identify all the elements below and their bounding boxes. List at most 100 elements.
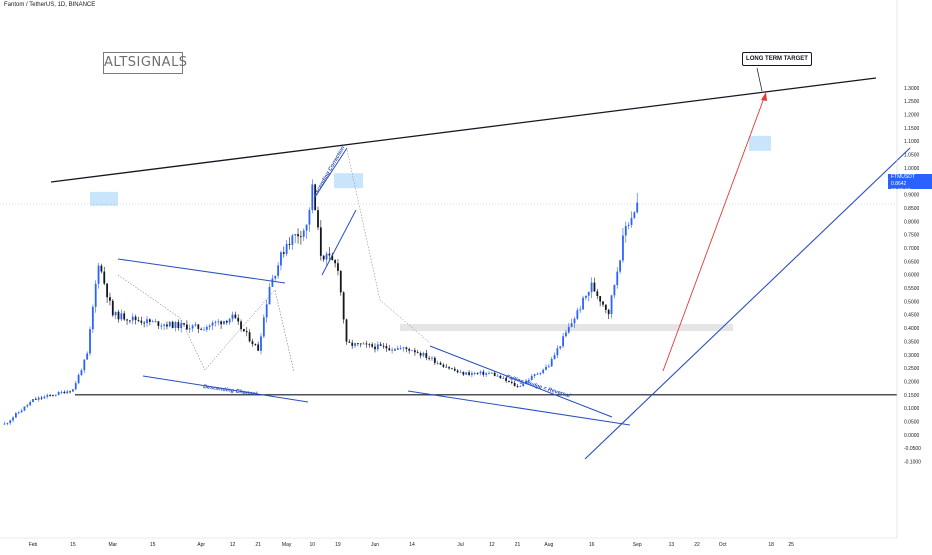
candle-body xyxy=(17,412,20,414)
candle-body xyxy=(502,378,505,379)
candle-body xyxy=(357,343,359,344)
candle-body xyxy=(519,385,522,387)
candle-body xyxy=(91,306,94,330)
candle-body xyxy=(26,405,29,407)
candle-body xyxy=(530,375,533,380)
candle-body xyxy=(203,329,205,331)
falling-wedge-label: Falling Wedge = Reversal xyxy=(505,374,571,399)
candle-body xyxy=(72,389,74,392)
price-tick-label: 1.0500 xyxy=(904,153,920,159)
candle-body xyxy=(260,336,262,351)
candle-body xyxy=(111,300,114,316)
candle-body xyxy=(174,322,177,328)
candle-body xyxy=(12,417,14,421)
price-tick-label: 0.4000 xyxy=(904,326,920,332)
candle-body xyxy=(123,313,126,320)
candle-body xyxy=(319,227,322,256)
candle-body xyxy=(228,319,231,323)
candle-body xyxy=(200,328,203,330)
candle-body xyxy=(15,413,17,418)
candle-body xyxy=(456,370,459,373)
candle-body xyxy=(553,355,556,360)
candle-body xyxy=(428,357,431,359)
candle-body xyxy=(74,383,77,390)
time-tick-label: Jul xyxy=(457,542,463,548)
highlight-box-may-high xyxy=(334,173,363,189)
candle-body xyxy=(37,397,40,400)
candle-body xyxy=(471,373,473,375)
candle-body xyxy=(567,326,570,333)
candle-body xyxy=(493,372,496,376)
candle-body xyxy=(166,324,168,327)
candle-body xyxy=(106,283,108,298)
candle-body xyxy=(188,328,191,330)
candle-body xyxy=(516,385,519,387)
candle-body xyxy=(473,373,476,374)
price-tick-label: 0.0500 xyxy=(904,420,920,426)
time-tick-label: 12 xyxy=(489,542,495,548)
time-tick-label: 10 xyxy=(310,542,316,548)
candle-body xyxy=(596,291,599,297)
price-tick-label: 0.4500 xyxy=(904,313,920,319)
candle-body xyxy=(77,374,80,384)
price-tick-label: 0.2500 xyxy=(904,366,920,372)
altsignals-logo: ALTSIGNALS xyxy=(103,52,187,74)
candle-body xyxy=(396,348,399,350)
candle-body xyxy=(334,260,336,264)
candle-body xyxy=(237,317,240,322)
candle-body xyxy=(288,243,291,245)
candle-body xyxy=(157,321,160,326)
ascending-correction-lower xyxy=(321,209,357,276)
candle-body xyxy=(499,375,502,379)
candle-body xyxy=(265,304,268,318)
time-axis[interactable]: Feb 15 Mar 15 Apr 12 21 May 10 19 Jun 14 Jul 12 21 Aug 1… xyxy=(0,537,897,548)
falling-wedge-bottom xyxy=(407,390,631,426)
candle-body xyxy=(630,217,633,225)
price-tick-label: 0.1000 xyxy=(904,406,920,412)
candle-body xyxy=(579,309,582,311)
candle-body xyxy=(522,383,525,386)
time-tick-label: 18 xyxy=(768,542,774,548)
candle-body xyxy=(194,324,197,326)
candle-body xyxy=(29,402,32,406)
candle-body xyxy=(533,374,536,376)
falling-wedge-top xyxy=(429,345,613,418)
badge-countdown: 05:09:13 xyxy=(891,188,911,194)
price-tick-label: 0.6000 xyxy=(904,273,920,279)
price-tick-label: -0.1000 xyxy=(904,460,921,466)
candle-body xyxy=(382,345,385,347)
candle-body xyxy=(211,322,214,326)
candle-body xyxy=(49,395,51,396)
candle-body xyxy=(496,375,499,377)
rising-support-trendline xyxy=(584,147,911,460)
candle-body xyxy=(114,311,117,316)
candle-body xyxy=(585,295,587,298)
candle-body xyxy=(251,341,254,345)
candle-body xyxy=(180,323,183,329)
candle-body xyxy=(376,344,379,350)
price-axis[interactable]: 1.3000 1.2500 1.2000 1.1500 1.1000 1.0500 1.00… xyxy=(896,0,921,538)
time-tick-label: Apr xyxy=(197,542,205,548)
time-tick-label: 25 xyxy=(788,542,794,548)
candle-body xyxy=(468,372,470,375)
candle-body xyxy=(624,225,627,236)
candle-body xyxy=(542,369,545,373)
time-tick-label: Oct xyxy=(719,542,727,548)
candle-body xyxy=(305,224,308,231)
candle-body xyxy=(508,380,510,382)
candle-body xyxy=(610,295,613,315)
price-tick-label: 0.0000 xyxy=(904,433,920,439)
candle-body xyxy=(633,212,636,218)
price-tick-label: 0.9000 xyxy=(904,193,920,199)
candle-body xyxy=(94,283,97,307)
candle-body xyxy=(482,371,485,375)
candle-body xyxy=(160,325,163,327)
time-tick-label: 13 xyxy=(669,542,675,548)
symbol-header: Fantom / TetherUS, 1D, BINANCE xyxy=(4,2,96,8)
candle-body xyxy=(217,321,220,323)
candle-body xyxy=(205,326,208,330)
candle-body xyxy=(362,343,365,345)
candle-body xyxy=(565,332,567,337)
